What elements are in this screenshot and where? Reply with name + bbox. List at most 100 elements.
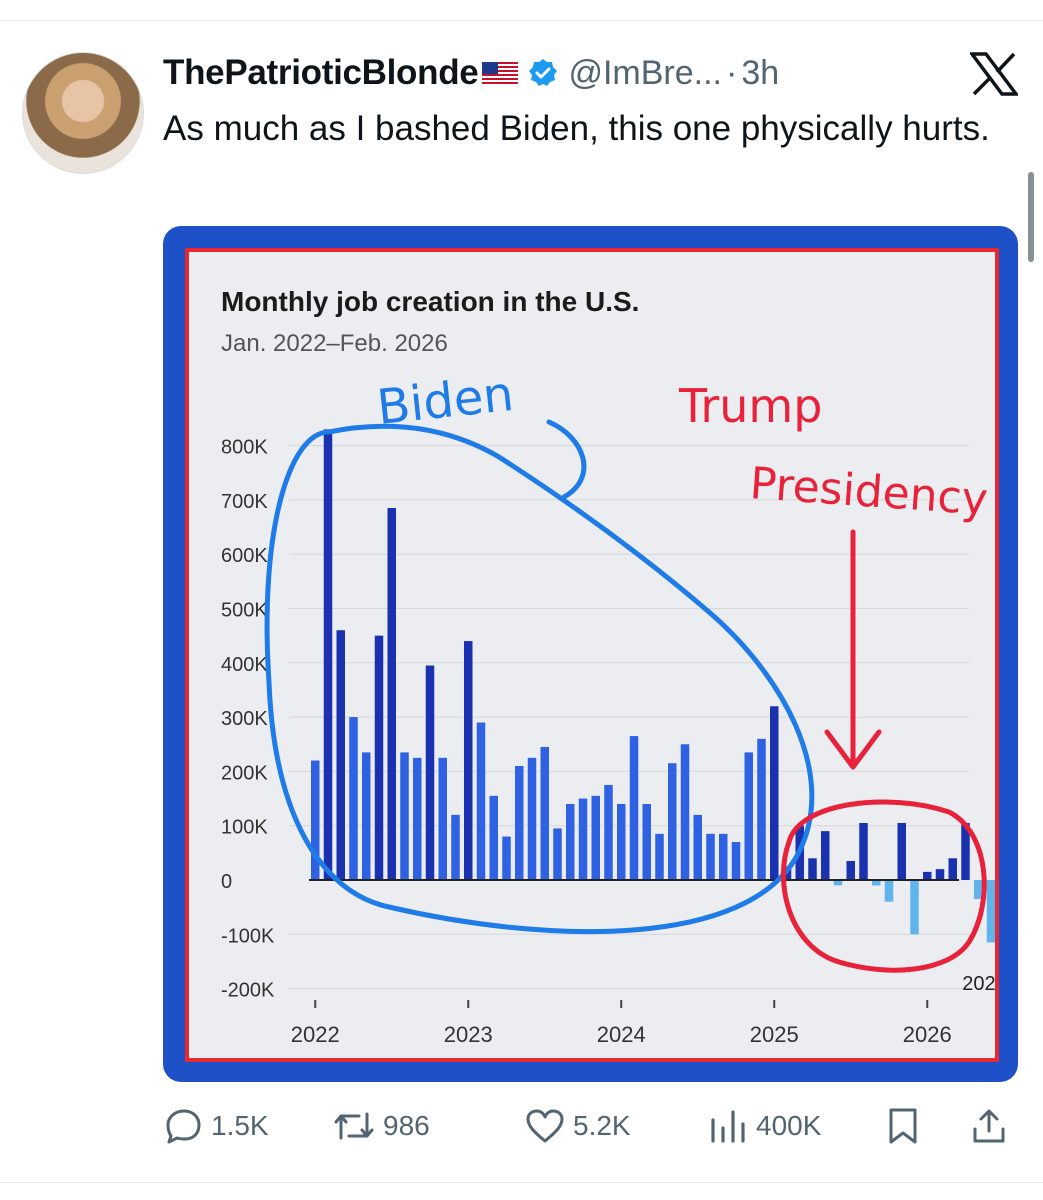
bar <box>655 833 664 880</box>
x-tick-label: 2022 <box>291 1022 340 1047</box>
us-flag-icon <box>482 62 519 84</box>
bar <box>731 841 741 880</box>
bookmark-icon <box>889 1108 917 1144</box>
bottom-divider <box>0 1182 1043 1183</box>
bar <box>961 822 970 880</box>
repost-icon <box>334 1112 374 1140</box>
bar <box>566 803 575 880</box>
avatar[interactable] <box>22 52 144 174</box>
y-tick-label: -100K <box>221 925 275 947</box>
bar <box>451 814 460 880</box>
bar <box>897 822 906 880</box>
y-tick-label: 200K <box>221 762 268 784</box>
bar <box>821 831 830 880</box>
bar <box>872 880 881 886</box>
bar <box>923 871 932 880</box>
share-button[interactable] <box>971 1106 1015 1146</box>
bar <box>591 795 600 880</box>
post-text: As much as I bashed Biden, this one phys… <box>163 109 990 148</box>
separator-dot: · <box>726 53 738 92</box>
y-tick-label: 400K <box>221 654 268 676</box>
bar <box>336 630 345 880</box>
post-image[interactable]: 800K 700K 600K 500K 400K 300K 200K 100K 0 -100K -2… <box>163 226 1018 1082</box>
bar <box>578 798 588 880</box>
y-tick-label: 600K <box>221 545 268 567</box>
bar <box>540 746 549 880</box>
handwritten-presidency: Presidency <box>748 458 989 525</box>
bar <box>693 814 702 880</box>
y-tick-label: 700K <box>221 491 268 513</box>
reply-button[interactable]: 1.5K <box>163 1106 269 1146</box>
bar <box>387 508 396 880</box>
bar <box>680 744 690 880</box>
bar <box>859 822 868 880</box>
bar <box>846 860 855 880</box>
verified-badge-icon <box>529 59 558 86</box>
bar <box>604 784 613 880</box>
bar <box>757 738 766 880</box>
bar <box>744 752 753 880</box>
y-tick-label: 0 <box>221 871 232 893</box>
biden-bracket <box>546 419 587 500</box>
bar <box>515 765 524 880</box>
bar <box>617 803 626 880</box>
bar <box>438 757 447 880</box>
bar <box>668 763 677 880</box>
reply-icon <box>166 1109 201 1144</box>
y-tick-label: 100K <box>221 817 268 839</box>
like-count: 5.2K <box>573 1110 631 1141</box>
bar <box>553 828 562 880</box>
x-tick-label: 2023 <box>444 1022 493 1047</box>
bar <box>884 880 894 902</box>
x-tick-label: 2024 <box>597 1022 646 1047</box>
user-handle[interactable]: @ImBre... <box>568 53 722 92</box>
bar <box>808 858 817 880</box>
bar <box>374 635 384 880</box>
bar <box>986 880 995 943</box>
bar <box>910 880 919 935</box>
bar <box>629 736 639 880</box>
bar <box>706 833 715 880</box>
chart-panel: 800K 700K 600K 500K 400K 300K 200K 100K 0 -100K -2… <box>185 248 999 1062</box>
bar <box>642 803 651 880</box>
bar <box>323 429 333 880</box>
bar <box>489 795 498 880</box>
chart-title: Monthly job creation in the U.S. <box>221 286 640 317</box>
bar <box>502 836 511 880</box>
bar <box>464 641 473 880</box>
bar <box>833 880 843 886</box>
repost-button[interactable]: 986 <box>333 1106 430 1146</box>
y-tick-label: 300K <box>221 708 268 730</box>
annotation-label: 2026 Feb | <box>962 973 995 995</box>
bar <box>311 760 320 880</box>
views-chart-icon <box>711 1110 745 1143</box>
reply-count: 1.5K <box>211 1110 269 1141</box>
y-tick-label: 800K <box>221 437 268 459</box>
y-tick-label: 500K <box>221 600 268 622</box>
top-divider <box>0 20 1043 21</box>
views-button[interactable]: 400K <box>708 1106 821 1146</box>
handwritten-biden: Biden <box>374 366 516 436</box>
x-tick-label: 2026 <box>903 1022 952 1047</box>
bar <box>413 757 422 880</box>
scrollbar[interactable] <box>1028 172 1034 262</box>
bar <box>349 717 358 880</box>
arrow-head <box>824 729 882 770</box>
share-icon <box>973 1109 1005 1143</box>
bar <box>935 869 945 880</box>
like-button[interactable]: 5.2K <box>525 1106 631 1146</box>
trump-circle <box>780 799 987 973</box>
view-count: 400K <box>756 1110 822 1141</box>
x-tick-label: 2025 <box>750 1022 799 1047</box>
bar <box>425 665 435 880</box>
bookmark-button[interactable] <box>885 1106 929 1146</box>
bar <box>719 833 728 880</box>
y-tick-label: -200K <box>221 980 275 1002</box>
bar <box>974 880 983 900</box>
x-logo-icon[interactable] <box>970 52 1018 96</box>
post-time[interactable]: 3h <box>741 53 780 92</box>
action-bar: 1.5K 986 5.2K 400K <box>163 1106 1023 1146</box>
display-name[interactable]: ThePatrioticBlonde <box>163 53 479 92</box>
bar <box>770 706 779 880</box>
biden-circle <box>264 423 815 935</box>
